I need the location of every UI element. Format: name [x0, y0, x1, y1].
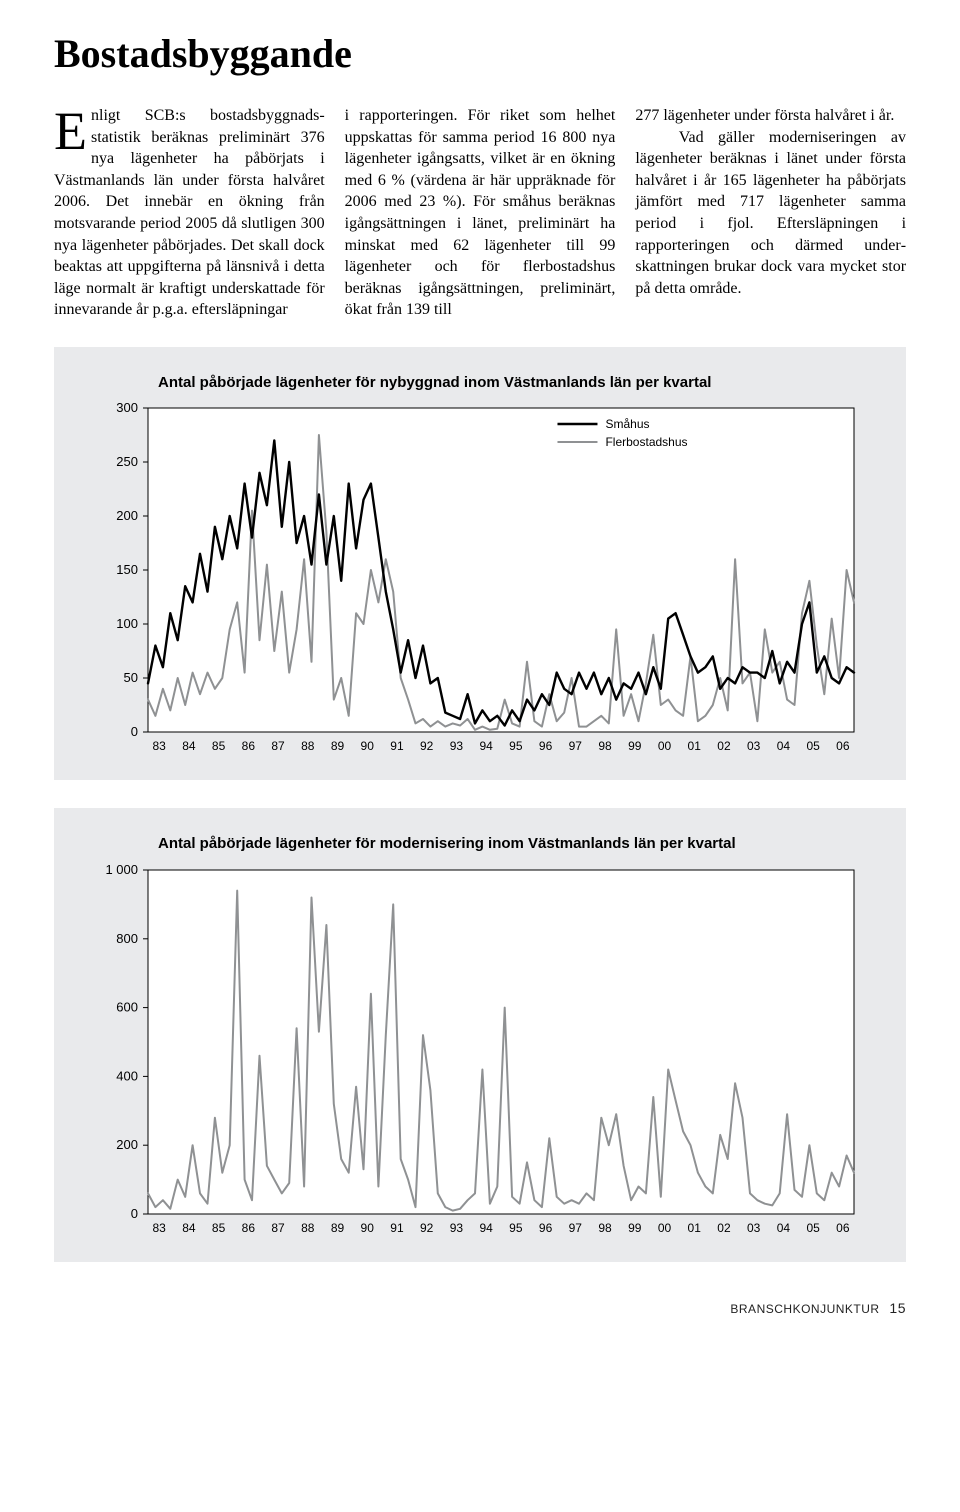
svg-text:150: 150: [116, 562, 138, 577]
svg-text:01: 01: [688, 739, 702, 753]
page-title: Bostadsbyggande: [54, 30, 906, 77]
svg-text:97: 97: [569, 739, 583, 753]
svg-text:98: 98: [598, 1221, 612, 1235]
svg-text:87: 87: [271, 739, 285, 753]
chart-box-1: Antal påbörjade lägenheter för nybyggnad…: [54, 347, 906, 781]
svg-text:800: 800: [116, 931, 138, 946]
svg-text:02: 02: [717, 739, 731, 753]
svg-text:85: 85: [212, 1221, 226, 1235]
svg-text:91: 91: [390, 739, 404, 753]
svg-text:93: 93: [450, 739, 464, 753]
chart1-title: Antal påbörjade lägenheter för nybyggnad…: [158, 373, 872, 393]
svg-text:06: 06: [836, 739, 850, 753]
body-columns: Enligt SCB:s bostadsbyggnads­statistik b…: [54, 105, 906, 321]
svg-text:92: 92: [420, 739, 434, 753]
svg-text:100: 100: [116, 616, 138, 631]
svg-text:Flerbostadshus: Flerbostadshus: [605, 435, 687, 449]
svg-text:91: 91: [390, 1221, 404, 1235]
column-3: 277 lägenheter under första halvåret i å…: [635, 105, 906, 321]
svg-text:83: 83: [152, 1221, 166, 1235]
svg-text:88: 88: [301, 739, 315, 753]
dropcap: E: [54, 105, 91, 155]
svg-text:86: 86: [242, 739, 256, 753]
chart2-title: Antal påbörjade lägenheter för modernise…: [158, 834, 872, 854]
svg-text:02: 02: [717, 1221, 731, 1235]
svg-text:200: 200: [116, 508, 138, 523]
svg-text:90: 90: [361, 739, 375, 753]
svg-text:99: 99: [628, 739, 642, 753]
svg-text:05: 05: [806, 1221, 820, 1235]
svg-text:00: 00: [658, 1221, 672, 1235]
svg-text:98: 98: [598, 739, 612, 753]
svg-text:04: 04: [777, 1221, 791, 1235]
footer-page-number: 15: [889, 1300, 906, 1316]
svg-text:600: 600: [116, 1000, 138, 1015]
svg-text:250: 250: [116, 454, 138, 469]
svg-text:400: 400: [116, 1068, 138, 1083]
svg-text:1 000: 1 000: [105, 862, 138, 877]
svg-text:95: 95: [509, 1221, 523, 1235]
svg-text:0: 0: [131, 724, 138, 739]
svg-text:94: 94: [479, 1221, 493, 1235]
svg-text:89: 89: [331, 739, 345, 753]
svg-text:03: 03: [747, 739, 761, 753]
svg-text:93: 93: [450, 1221, 464, 1235]
svg-text:99: 99: [628, 1221, 642, 1235]
col3-text: 277 lägenheter under första halvåret i å…: [635, 105, 906, 299]
svg-text:90: 90: [361, 1221, 375, 1235]
svg-text:84: 84: [182, 739, 196, 753]
svg-text:200: 200: [116, 1137, 138, 1152]
svg-text:50: 50: [124, 670, 138, 685]
svg-text:0: 0: [131, 1206, 138, 1221]
svg-text:95: 95: [509, 739, 523, 753]
svg-text:03: 03: [747, 1221, 761, 1235]
chart-box-2: Antal påbörjade lägenheter för modernise…: [54, 808, 906, 1262]
svg-text:84: 84: [182, 1221, 196, 1235]
page-footer: BRANSCHKONJUNKTUR 15: [54, 1290, 906, 1316]
svg-text:88: 88: [301, 1221, 315, 1235]
column-2: i rapporteringen. För riket som helhet u…: [345, 105, 616, 321]
svg-text:05: 05: [806, 739, 820, 753]
chart2-svg: 02004006008001 0008384858687888990919293…: [88, 860, 868, 1240]
svg-text:89: 89: [331, 1221, 345, 1235]
footer-label: BRANSCHKONJUNKTUR: [730, 1302, 879, 1316]
svg-text:96: 96: [539, 739, 553, 753]
svg-text:85: 85: [212, 739, 226, 753]
svg-text:300: 300: [116, 400, 138, 415]
svg-text:01: 01: [688, 1221, 702, 1235]
chart1-svg: 0501001502002503008384858687888990919293…: [88, 398, 868, 758]
svg-text:87: 87: [271, 1221, 285, 1235]
svg-text:06: 06: [836, 1221, 850, 1235]
column-1: Enligt SCB:s bostadsbyggnads­statistik b…: [54, 105, 325, 321]
svg-text:83: 83: [152, 739, 166, 753]
col2-text: i rapporteringen. För riket som helhet u…: [345, 105, 616, 321]
svg-text:Småhus: Småhus: [605, 417, 649, 431]
svg-text:92: 92: [420, 1221, 434, 1235]
svg-text:97: 97: [569, 1221, 583, 1235]
col1-text: nligt SCB:s bostadsbyggnads­statistik be…: [54, 107, 325, 318]
svg-text:96: 96: [539, 1221, 553, 1235]
svg-text:04: 04: [777, 739, 791, 753]
svg-text:86: 86: [242, 1221, 256, 1235]
svg-text:94: 94: [479, 739, 493, 753]
svg-text:00: 00: [658, 739, 672, 753]
